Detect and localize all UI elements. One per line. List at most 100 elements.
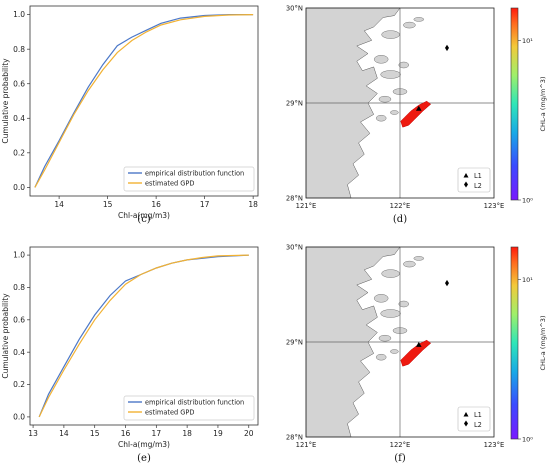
chl-a-patch — [400, 100, 432, 128]
map-island — [413, 17, 424, 22]
map-island — [381, 30, 400, 39]
x-tick-label: 13 — [28, 429, 38, 438]
colorbar — [510, 246, 519, 440]
map-island — [390, 349, 399, 354]
x-tick-label: 16 — [121, 429, 131, 438]
chart-e: 13 14 15 16 17 18 19 20 0.0 0.2 0.4 0.6 0.8 1.0 Chl-a(… — [1, 246, 259, 464]
map-frame — [305, 7, 495, 199]
map-island — [403, 260, 416, 268]
map-island — [413, 256, 424, 261]
y-tick-label: 1.0 — [13, 10, 25, 19]
series-line-empirical — [34, 14, 254, 188]
map-island — [403, 21, 416, 29]
station-L2-marker — [445, 44, 449, 52]
map-island — [374, 55, 389, 64]
chart-c: 14 15 16 17 18 0.0 0.2 0.4 0.6 0.8 1.0 Chl-a(mg/m3)… — [1, 5, 259, 225]
y-tick-label: 0.6 — [13, 315, 25, 324]
panel-caption: (e) — [137, 453, 151, 464]
legend-box — [123, 166, 255, 192]
x-tick-label: 14 — [59, 429, 69, 438]
x-tick-label: 17 — [152, 429, 162, 438]
legend-L2: L2 — [474, 182, 482, 190]
colorbar-tick-label: 10¹ — [522, 276, 533, 284]
colorbar-tick-label: 10⁰ — [522, 197, 533, 205]
x-axis-label: Chl-a(mg/m3) — [118, 211, 170, 220]
legend-L2: L2 — [474, 421, 482, 429]
map-island — [390, 110, 399, 115]
legend-diamond-icon — [464, 420, 468, 427]
map-island — [398, 61, 409, 69]
lat-tick-label: 28°N — [286, 195, 303, 203]
x-tick-label: 16 — [151, 200, 161, 209]
colorbar-tick-label: 10⁰ — [522, 436, 533, 444]
lat-tick-label: 30°N — [286, 244, 303, 252]
lon-tick-label: 123°E — [484, 202, 505, 210]
y-tick-label: 0.0 — [13, 183, 25, 192]
map-d: 121°E 122°E 123°E 30°N 29°N 28°N L1 L2 10¹ 10⁰ CHL… — [286, 5, 547, 226]
x-tick-label: 18 — [182, 429, 192, 438]
panel-caption: (f) — [394, 453, 406, 464]
y-tick-label: 0.2 — [13, 380, 25, 389]
chl-a-patch — [400, 339, 432, 367]
x-tick-label: 15 — [90, 429, 100, 438]
x-tick-label: 17 — [200, 200, 210, 209]
y-tick-label: 1.0 — [13, 251, 25, 260]
map-island — [374, 294, 389, 303]
colorbar-label: CHL-a (mg/m^3) — [539, 316, 547, 371]
lat-tick-label: 30°N — [286, 5, 303, 13]
legend-L1: L1 — [474, 172, 482, 180]
map-island — [380, 70, 401, 79]
lon-tick-label: 123°E — [484, 441, 505, 449]
lon-tick-label: 122°E — [390, 202, 411, 210]
map-island — [378, 335, 392, 342]
map-island — [378, 95, 392, 103]
map-island — [376, 354, 387, 361]
x-axis-label: Chl-a(mg/m3) — [118, 440, 170, 449]
legend-L1: L1 — [474, 411, 482, 419]
legend-label: estimated GPD — [145, 409, 194, 417]
panel-caption: (d) — [393, 214, 407, 225]
legend-label: empirical distribution function — [145, 170, 244, 178]
colorbar-tick-label: 10¹ — [522, 37, 533, 45]
station-L1-marker — [416, 105, 422, 111]
legend-label: estimated GPD — [145, 180, 194, 188]
y-tick-label: 0.8 — [13, 283, 25, 292]
map-island — [381, 269, 400, 278]
panel-caption: (c) — [137, 214, 151, 225]
y-tick-label: 0.0 — [13, 413, 25, 422]
y-tick-label: 0.8 — [13, 45, 25, 54]
legend-diamond-icon — [464, 181, 468, 188]
x-tick-label: 20 — [244, 429, 254, 438]
y-tick-label: 0.4 — [13, 348, 25, 357]
x-tick-label: 19 — [213, 429, 223, 438]
plot-frame — [29, 246, 259, 426]
plot-frame — [29, 5, 259, 197]
legend-triangle-icon — [463, 173, 469, 178]
lon-tick-label: 121°E — [296, 202, 317, 210]
series-line-empirical — [38, 254, 249, 418]
map-island — [376, 114, 387, 122]
station-L2-marker — [445, 279, 449, 287]
lat-tick-label: 28°N — [286, 434, 303, 442]
y-axis-label: Cumulative probability — [1, 58, 10, 144]
y-axis-label: Cumulative probability — [1, 293, 10, 379]
legend-triangle-icon — [463, 412, 469, 417]
map-frame — [305, 246, 495, 438]
legend-box — [123, 395, 255, 421]
y-tick-label: 0.6 — [13, 79, 25, 88]
colorbar-label: CHL-a (mg/m^3) — [539, 77, 547, 132]
map-island — [380, 309, 401, 318]
lon-tick-label: 121°E — [296, 441, 317, 449]
colorbar — [510, 7, 519, 201]
lat-tick-label: 29°N — [286, 100, 303, 108]
lat-tick-label: 29°N — [286, 339, 303, 347]
x-tick-label: 14 — [54, 200, 64, 209]
map-f: 121°E 122°E 123°E 30°N 29°N 28°N L1 L2 10¹ 10⁰ CHL… — [286, 244, 547, 465]
y-tick-label: 0.4 — [13, 114, 25, 123]
y-tick-label: 0.2 — [13, 148, 25, 157]
x-tick-label: 15 — [103, 200, 113, 209]
series-line-gpd — [38, 254, 249, 418]
station-L1-marker — [416, 341, 422, 347]
legend-label: empirical distribution function — [145, 399, 244, 407]
